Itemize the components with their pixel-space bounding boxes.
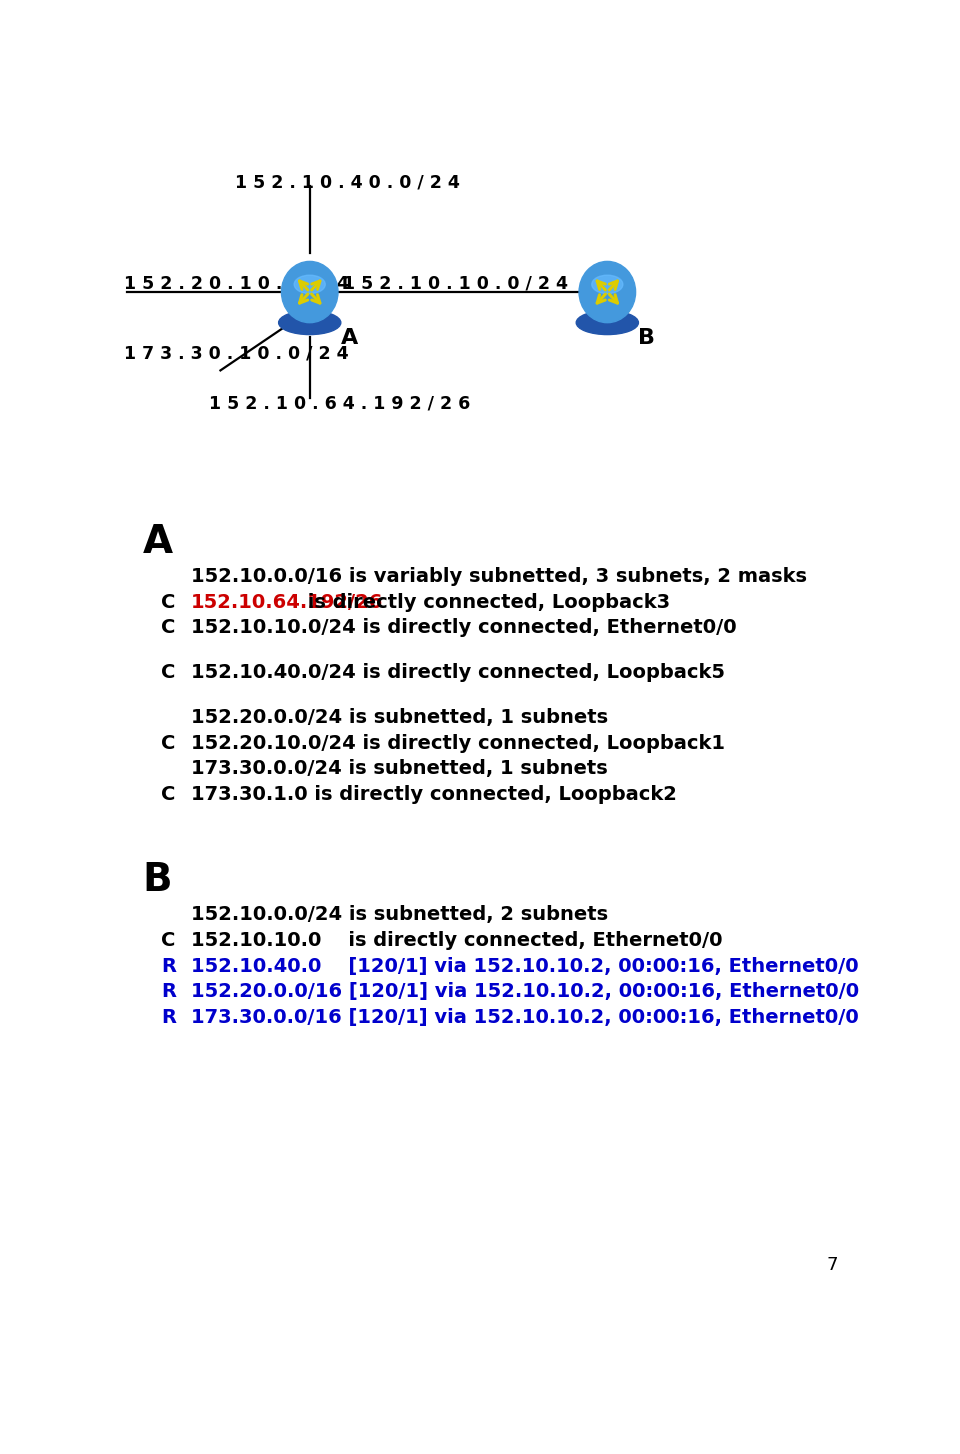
Text: C: C <box>161 734 176 753</box>
Text: R: R <box>161 957 176 976</box>
Text: A: A <box>142 522 173 561</box>
Text: 152.10.64.192/26: 152.10.64.192/26 <box>191 593 383 612</box>
Ellipse shape <box>278 311 341 334</box>
Text: 7: 7 <box>827 1256 838 1274</box>
Text: 152.20.0.0/24 is subnetted, 1 subnets: 152.20.0.0/24 is subnetted, 1 subnets <box>191 708 608 727</box>
Text: R: R <box>161 983 176 1002</box>
Text: 152.10.0.0/16 is variably subnetted, 3 subnets, 2 masks: 152.10.0.0/16 is variably subnetted, 3 s… <box>191 567 806 586</box>
Text: 152.10.10.0    is directly connected, Ethernet0/0: 152.10.10.0 is directly connected, Ether… <box>191 931 722 949</box>
Ellipse shape <box>576 311 638 334</box>
Ellipse shape <box>294 275 325 294</box>
Text: is directly connected, Loopback3: is directly connected, Loopback3 <box>300 593 670 612</box>
Text: 1 7 3 . 3 0 . 1 0 . 0 / 2 4: 1 7 3 . 3 0 . 1 0 . 0 / 2 4 <box>124 345 348 362</box>
Text: 173.30.0.0/16 [120/1] via 152.10.10.2, 00:00:16, Ethernet0/0: 173.30.0.0/16 [120/1] via 152.10.10.2, 0… <box>191 1008 858 1027</box>
Text: A: A <box>341 329 358 348</box>
Text: 1 5 2 . 1 0 . 4 0 . 0 / 2 4: 1 5 2 . 1 0 . 4 0 . 0 / 2 4 <box>235 173 460 192</box>
Text: B: B <box>142 861 172 899</box>
Text: 152.10.40.0/24 is directly connected, Loopback5: 152.10.40.0/24 is directly connected, Lo… <box>191 663 725 682</box>
Text: B: B <box>638 329 656 348</box>
Text: C: C <box>161 663 176 682</box>
Ellipse shape <box>579 262 636 323</box>
Text: 173.30.0.0/24 is subnetted, 1 subnets: 173.30.0.0/24 is subnetted, 1 subnets <box>191 759 608 778</box>
Text: 173.30.1.0 is directly connected, Loopback2: 173.30.1.0 is directly connected, Loopba… <box>191 785 677 804</box>
Text: 152.10.40.0    [120/1] via 152.10.10.2, 00:00:16, Ethernet0/0: 152.10.40.0 [120/1] via 152.10.10.2, 00:… <box>191 957 858 976</box>
Text: 1 5 2 . 2 0 . 1 0 . 0 / 2 4: 1 5 2 . 2 0 . 1 0 . 0 / 2 4 <box>124 275 348 292</box>
Ellipse shape <box>591 275 623 294</box>
Text: C: C <box>161 785 176 804</box>
Text: 152.20.0.0/16 [120/1] via 152.10.10.2, 00:00:16, Ethernet0/0: 152.20.0.0/16 [120/1] via 152.10.10.2, 0… <box>191 983 859 1002</box>
Text: 1 5 2 . 1 0 . 1 0 . 0 / 2 4: 1 5 2 . 1 0 . 1 0 . 0 / 2 4 <box>344 275 568 292</box>
Text: C: C <box>161 931 176 949</box>
Text: 152.10.0.0/24 is subnetted, 2 subnets: 152.10.0.0/24 is subnetted, 2 subnets <box>191 904 608 925</box>
Text: 1 5 2 . 1 0 . 6 4 . 1 9 2 / 2 6: 1 5 2 . 1 0 . 6 4 . 1 9 2 / 2 6 <box>209 395 470 413</box>
Text: 152.10.10.0/24 is directly connected, Ethernet0/0: 152.10.10.0/24 is directly connected, Et… <box>191 618 736 637</box>
Text: C: C <box>161 618 176 637</box>
Ellipse shape <box>281 262 338 323</box>
Text: 152.20.10.0/24 is directly connected, Loopback1: 152.20.10.0/24 is directly connected, Lo… <box>191 734 725 753</box>
Text: C: C <box>161 593 176 612</box>
Text: R: R <box>161 1008 176 1027</box>
